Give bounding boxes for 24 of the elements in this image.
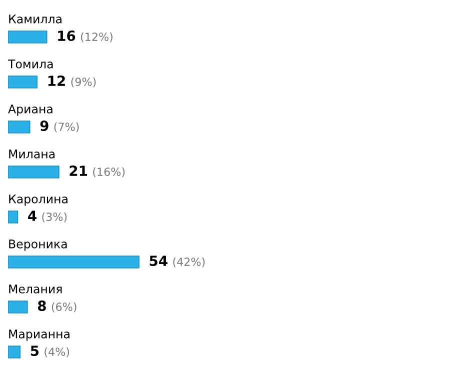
y-tick-label: Вероника xyxy=(9,240,67,251)
bar xyxy=(8,76,38,88)
bar xyxy=(8,210,18,224)
data-label: 54 (42%) xyxy=(150,256,205,268)
bar xyxy=(8,30,48,44)
bar xyxy=(8,300,28,314)
data-label: 12 (9%) xyxy=(48,76,96,88)
data-label: 4 (3%) xyxy=(28,210,67,222)
y-tick-label: Каролина xyxy=(9,194,68,206)
bar xyxy=(8,120,30,134)
y-tick-label: Камилла xyxy=(9,14,62,24)
y-tick-label: Милана xyxy=(9,150,55,158)
bar xyxy=(8,346,21,358)
y-tick-label: Томила xyxy=(8,60,53,68)
data-label: 21 (16%) xyxy=(70,166,125,178)
data-label: 8 (6%) xyxy=(38,300,76,312)
data-label: 9 (7%) xyxy=(40,120,79,132)
y-tick-label: Марианна xyxy=(9,330,70,341)
y-tick-label: Мелания xyxy=(9,284,62,294)
data-label: 16 (12%) xyxy=(58,30,112,42)
bar xyxy=(8,256,140,268)
bar xyxy=(8,166,60,178)
data-label: 5 (4%) xyxy=(30,346,70,358)
y-tick-label: Ариана xyxy=(8,104,52,116)
